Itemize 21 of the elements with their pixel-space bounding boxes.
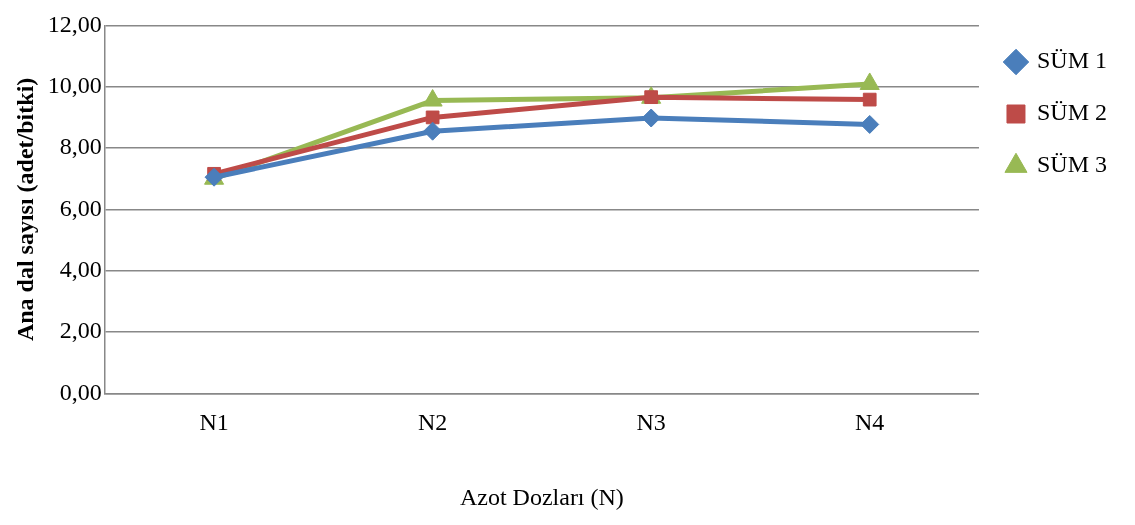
point [860,114,880,134]
x-tick-label: N3 [636,409,666,436]
x-tick-label: N2 [417,409,448,436]
y-tick-label: 6,00 [59,194,102,221]
y-tick-label: 12,00 [47,10,102,37]
point [862,92,877,107]
x-axis-title: Azot Dozları (N) [459,483,624,510]
legend-label: SÜM 3 [1036,151,1108,178]
legend-label: SÜM 1 [1036,47,1108,74]
y-tick-label: 4,00 [59,256,102,283]
legend-label: SÜM 2 [1036,99,1108,126]
x-tick-label: N1 [199,409,229,436]
y-tick-label: 10,00 [47,72,102,99]
y-tick-label: 8,00 [59,133,102,160]
point [423,121,443,141]
point [425,110,440,125]
y-axis-title: Ana dal sayısı (adet/bitki) [11,77,38,342]
y-tick-label: 2,00 [59,317,102,344]
point [641,108,661,128]
y-tick-label: 0,00 [59,378,102,405]
x-tick-label: N4 [855,409,885,436]
